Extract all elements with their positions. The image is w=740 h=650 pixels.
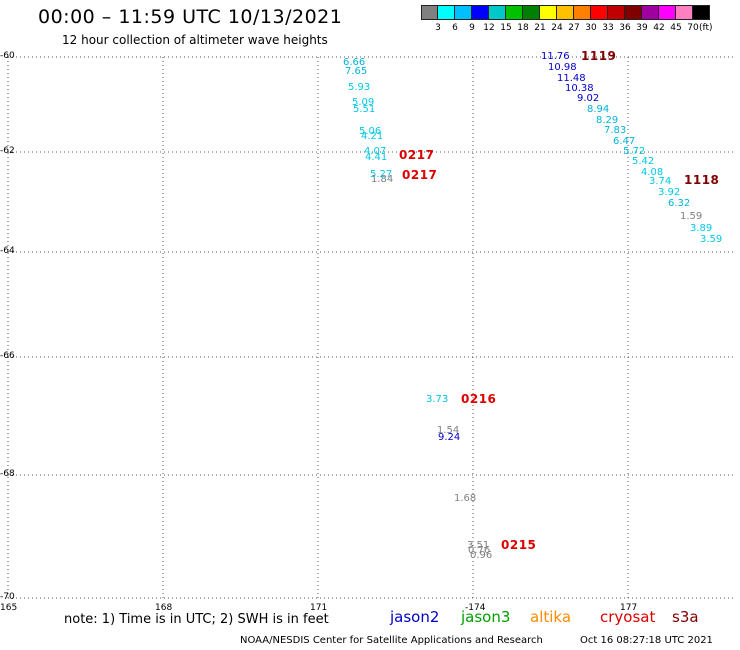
wave-height-value: 4.07 (364, 146, 387, 157)
legend-label: 6 (452, 23, 458, 33)
legend-label: 24 (551, 23, 563, 33)
legend-label: 42 (653, 23, 665, 33)
legend-swatch (438, 5, 455, 20)
wave-height-value: 1.59 (680, 211, 703, 222)
wave-height-value: 1.68 (454, 493, 477, 504)
legend-swatch (421, 5, 438, 20)
latitude-label: -64 (0, 246, 15, 256)
latitude-label: -60 (0, 51, 15, 61)
satellite-name: s3a (672, 608, 699, 626)
legend-label: 27 (568, 23, 580, 33)
wave-height-value: 4.21 (361, 131, 384, 142)
satellite-name: jason3 (461, 608, 511, 626)
longitude-label: 177 (620, 603, 638, 613)
legend-label: 3 (435, 23, 441, 33)
generation-timestamp: Oct 16 08:27:18 UTC 2021 (580, 635, 713, 646)
wave-height-value: 6.66 (343, 57, 366, 68)
wave-height-value: 9.02 (577, 93, 600, 104)
latitude-label: -70 (0, 592, 15, 602)
latitude-label: -68 (0, 469, 15, 479)
legend-swatch (455, 5, 472, 20)
wave-height-value: 3.89 (690, 223, 713, 234)
legend-swatch (540, 5, 557, 20)
pass-time-label: 1118 (684, 173, 720, 187)
wave-height-value: 5.06 (359, 126, 382, 137)
latitude-label: -62 (0, 146, 15, 156)
longitude-label: 171 (310, 603, 328, 613)
wave-height-value: 4.08 (641, 167, 664, 178)
wave-height-value: 3.74 (649, 176, 672, 187)
map-title: 00:00 – 11:59 UTC 10/13/2021 (38, 6, 343, 28)
longitude-label: -174 (465, 603, 486, 613)
legend-label: 30 (585, 23, 597, 33)
wave-height-value: 5.27 (370, 169, 393, 180)
credit-text: NOAA/NESDIS Center for Satellite Applica… (240, 635, 543, 646)
legend-label: 9 (469, 23, 475, 33)
legend-swatch (591, 5, 608, 20)
wave-height-value: 3.51 (467, 540, 490, 551)
wave-height-value: 5.93 (348, 82, 371, 93)
longitude-label: 168 (155, 603, 173, 613)
legend-swatch (676, 5, 693, 20)
pass-time-label: 0217 (399, 148, 435, 162)
wave-height-value: 11.76 (541, 51, 570, 62)
map-subtitle: 12 hour collection of altimeter wave hei… (62, 33, 328, 47)
legend-swatch (625, 5, 642, 20)
wave-height-value: 10.38 (565, 83, 594, 94)
wave-height-value: 0.96 (470, 550, 493, 561)
wave-height-value: 5.51 (353, 104, 376, 115)
legend-label: 70 (687, 23, 699, 33)
legend-swatch (489, 5, 506, 20)
wave-height-value: 1.84 (371, 174, 394, 185)
legend-label: 18 (517, 23, 529, 33)
legend-label: 39 (636, 23, 648, 33)
legend-swatch (608, 5, 625, 20)
wave-height-value: 3.92 (658, 187, 681, 198)
wave-height-value: 0.76 (468, 545, 491, 556)
wave-height-value: 8.94 (587, 104, 610, 115)
latitude-label: -66 (0, 351, 15, 361)
wave-height-value: 3.59 (700, 234, 723, 245)
wave-height-value: 7.83 (604, 125, 627, 136)
pass-time-label: 0215 (501, 538, 537, 552)
wave-height-value: 5.42 (632, 156, 655, 167)
legend-swatch (659, 5, 676, 20)
legend-label: 36 (619, 23, 631, 33)
footer-note: note: 1) Time is in UTC; 2) SWH is in fe… (64, 612, 329, 627)
satellite-name: altika (530, 608, 572, 626)
wave-height-value: 5.09 (352, 97, 375, 108)
legend-label: 12 (483, 23, 495, 33)
longitude-label: 165 (0, 603, 18, 613)
map-grid (7, 56, 736, 599)
wave-height-value: 6.47 (613, 136, 636, 147)
pass-time-label: 0217 (402, 168, 438, 182)
legend-swatch (574, 5, 591, 20)
wave-height-value: 10.98 (548, 62, 577, 73)
wave-height-value: 9.24 (438, 432, 461, 443)
wave-height-value: 6.32 (668, 198, 691, 209)
satellite-name: jason2 (390, 608, 440, 626)
pass-time-label: 0216 (461, 392, 497, 406)
wave-height-value: 3.73 (426, 394, 449, 405)
legend-label: 45 (670, 23, 682, 33)
legend-swatch (557, 5, 574, 20)
legend-swatch (693, 5, 710, 20)
wave-height-value: 7.65 (345, 66, 368, 77)
legend-swatch (472, 5, 489, 20)
wave-height-value: 5.72 (623, 146, 646, 157)
legend-unit: (ft) (699, 23, 713, 33)
wave-height-value: 4.41 (365, 152, 388, 163)
legend-label: 33 (602, 23, 614, 33)
legend-swatch (506, 5, 523, 20)
satellite-name: cryosat (600, 608, 656, 626)
legend-label: 21 (534, 23, 546, 33)
pass-time-label: 1119 (581, 49, 617, 63)
wave-height-value: 8.29 (596, 115, 619, 126)
legend-swatch (642, 5, 659, 20)
wave-height-value: 1.54 (437, 425, 460, 436)
wave-height-value: 11.48 (557, 73, 586, 84)
legend-label: 15 (500, 23, 512, 33)
legend-swatch (523, 5, 540, 20)
